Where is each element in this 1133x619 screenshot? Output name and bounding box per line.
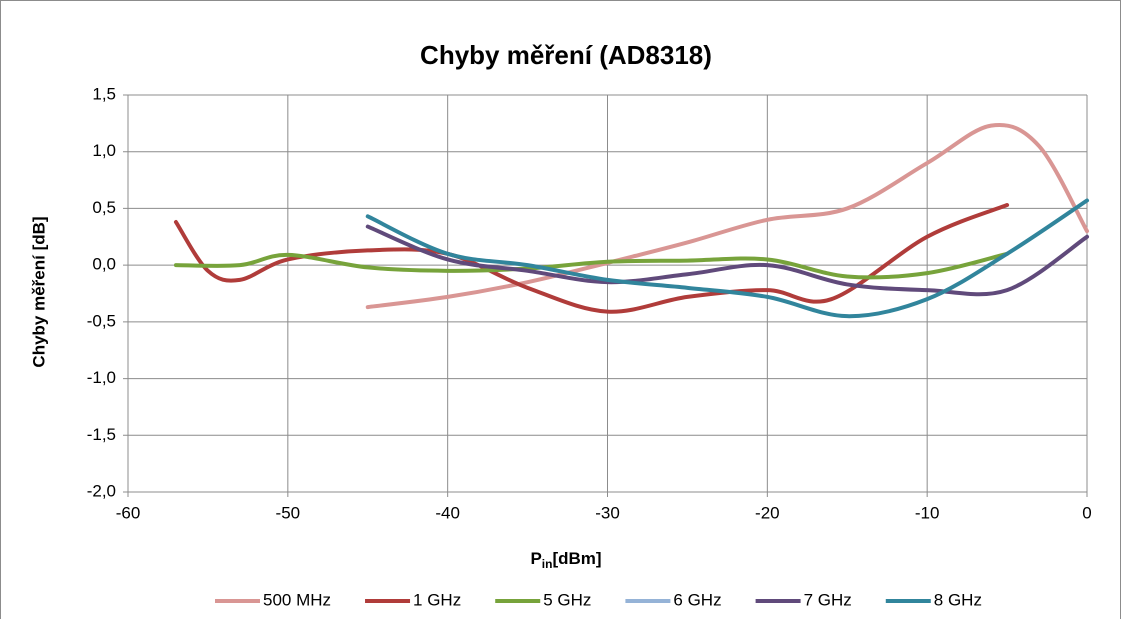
series-line <box>365 122 1089 310</box>
x-tick-label: -20 <box>755 503 780 522</box>
y-axis-label: Chyby měření [dB] <box>29 216 48 367</box>
y-tick-label: -0,5 <box>87 311 116 330</box>
legend-label: 5 GHz <box>543 590 591 609</box>
legend-label: 6 GHz <box>673 590 721 609</box>
x-tick-label: -30 <box>595 503 620 522</box>
series-line <box>173 251 1010 280</box>
y-tick-label: 0,0 <box>92 255 116 274</box>
legend-label: 8 GHz <box>934 590 982 609</box>
x-tick-label: -10 <box>915 503 940 522</box>
series-line <box>173 203 1010 314</box>
y-tick-label: -2,0 <box>87 481 116 500</box>
y-tick-label: -1,5 <box>87 425 116 444</box>
legend-label: 7 GHz <box>804 590 852 609</box>
x-axis-label-subscript: in <box>542 557 553 571</box>
y-tick-label: -1,0 <box>87 368 116 387</box>
series-line <box>365 198 1089 319</box>
legend-label: 500 MHz <box>263 590 331 609</box>
legend-label: 1 GHz <box>413 590 461 609</box>
series-line <box>365 224 1089 297</box>
x-axis-label: Pin[dBm] <box>530 549 601 571</box>
y-tick-label: 1,5 <box>92 84 116 103</box>
x-tick-label: -50 <box>276 503 301 522</box>
x-axis-label-main: P <box>530 549 541 568</box>
y-tick-label: 1,0 <box>92 141 116 160</box>
x-tick-label: -40 <box>435 503 460 522</box>
x-tick-label: 0 <box>1082 503 1091 522</box>
x-tick-label: -60 <box>116 503 141 522</box>
y-tick-label: 0,5 <box>92 198 116 217</box>
chart-title: Chyby měření (AD8318) <box>420 40 712 70</box>
x-axis-label-suffix: [dBm] <box>552 549 601 568</box>
